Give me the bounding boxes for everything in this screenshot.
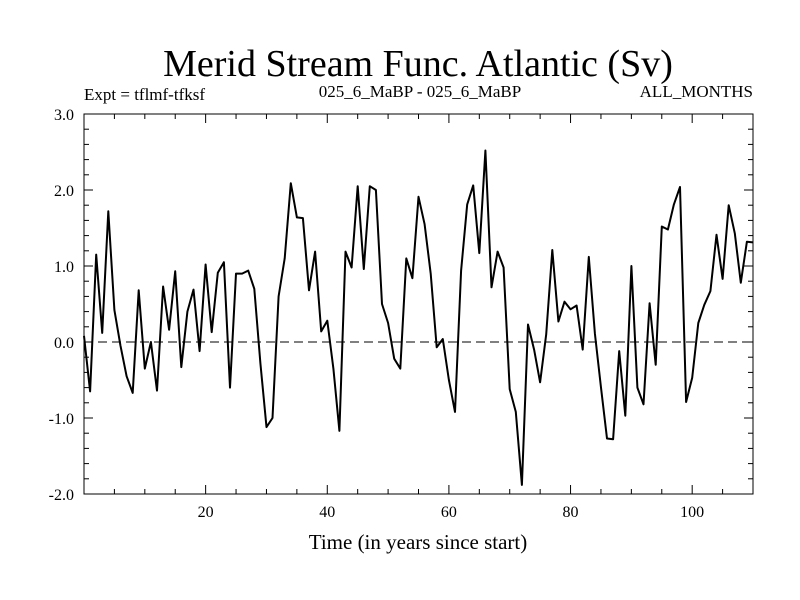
x-tick-label: 20 — [198, 504, 214, 521]
x-tick-label: 40 — [319, 504, 335, 521]
y-tick-label: 2.0 — [54, 183, 74, 200]
y-tick-label: 1.0 — [54, 259, 74, 276]
x-tick-label: 60 — [441, 504, 457, 521]
y-tick-label: 3.0 — [54, 107, 74, 124]
chart-subtitle-center: 025_6_MaBP - 025_6_MaBP — [319, 82, 521, 101]
plot-frame — [83, 113, 754, 495]
chart-title: Merid Stream Func. Atlantic (Sv) — [163, 43, 673, 85]
y-tick-label: -2.0 — [49, 487, 74, 504]
x-tick-label: 80 — [563, 504, 579, 521]
plot-area: -2.0 -1.0 0.0 1.0 2.0 3.0 20 40 60 80 100 — [49, 107, 754, 521]
y-tick-label: -1.0 — [49, 411, 74, 428]
x-tick-label: 100 — [680, 504, 704, 521]
chart-subtitle-right: ALL_MONTHS — [640, 82, 753, 101]
series-line — [83, 149, 754, 486]
chart-subtitle-left: Expt = tflmf-tfksf — [84, 85, 205, 104]
x-axis-label: Time (in years since start) — [309, 530, 528, 554]
y-tick-label: 0.0 — [54, 335, 74, 352]
